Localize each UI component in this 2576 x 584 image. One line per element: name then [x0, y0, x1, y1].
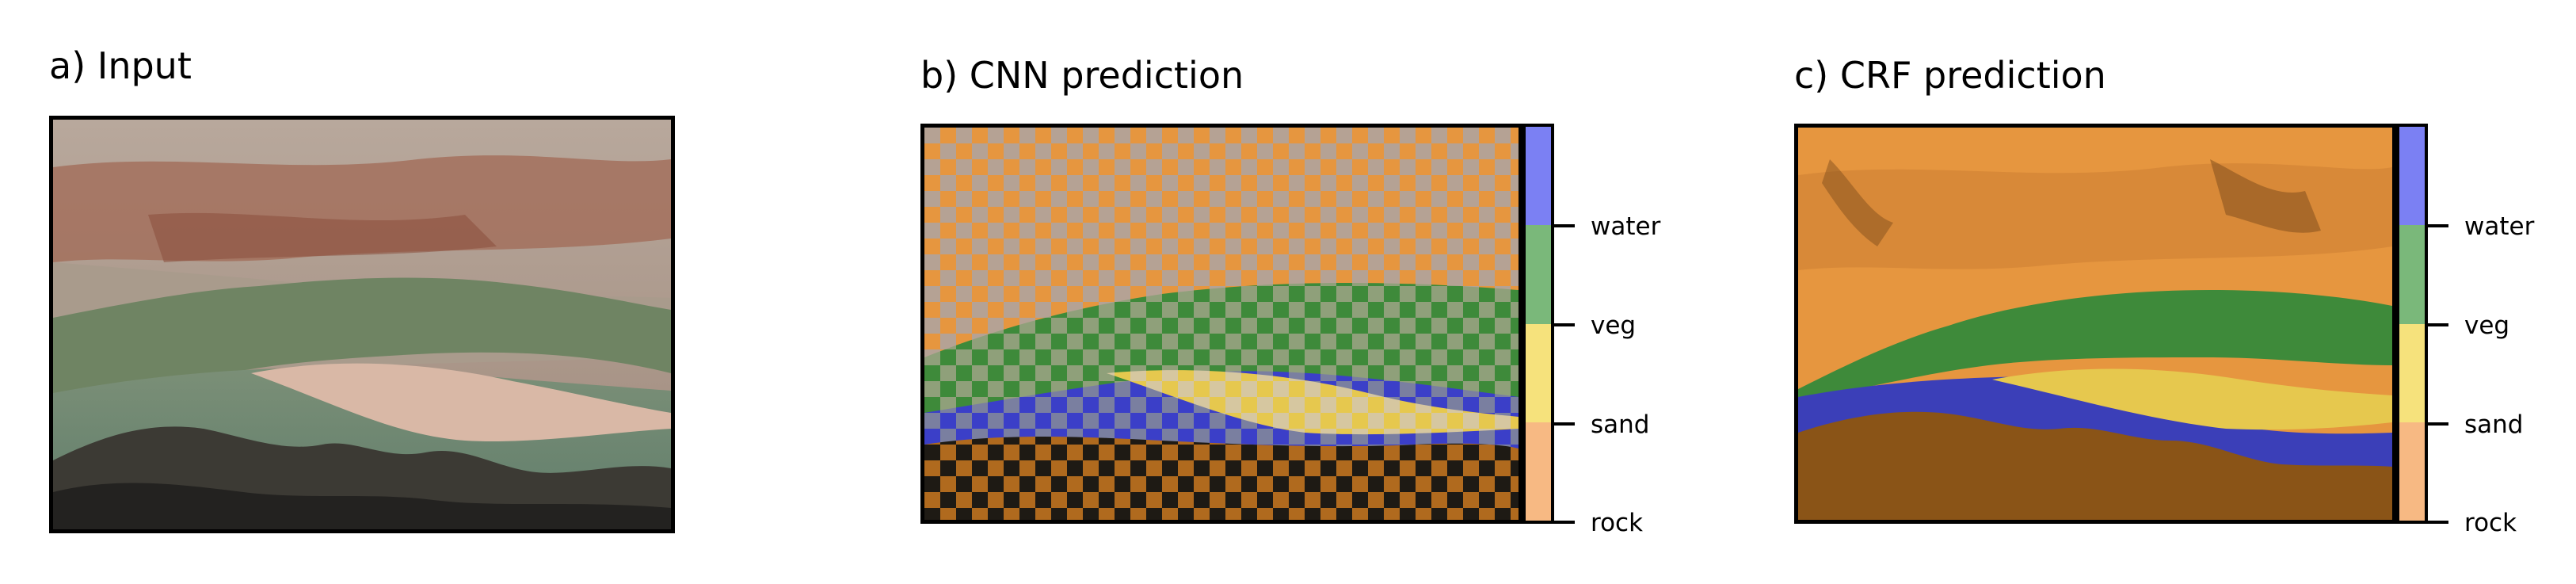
crf-tick-water [2428, 224, 2448, 227]
crf-overlay [1798, 128, 2392, 520]
panel-c-title: c) CRF prediction [1794, 54, 2106, 97]
crf-colorbar-rock [2399, 422, 2425, 521]
cnn-tick-sand [1554, 422, 1575, 426]
crf-tick-sand [2428, 422, 2448, 426]
cnn-colorbar-sand [1526, 323, 1551, 422]
crf-tick-veg [2428, 323, 2448, 326]
cnn-label-veg: veg [1591, 311, 1637, 340]
cnn-prediction-image [920, 124, 1522, 524]
crf-label-veg: veg [2464, 311, 2510, 340]
panel-a-title: a) Input [49, 44, 192, 87]
crf-colorbar [2396, 124, 2428, 524]
cnn-colorbar-veg [1526, 225, 1551, 324]
crf-colorbar-sand [2399, 323, 2425, 422]
panel-b-title: b) CNN prediction [920, 54, 1244, 97]
cnn-tick-water [1554, 224, 1575, 227]
cnn-label-water: water [1591, 212, 1661, 241]
input-image [49, 116, 675, 533]
crf-colorbar-water [2399, 127, 2425, 226]
cnn-colorbar-rock [1526, 422, 1551, 521]
input-photo [53, 120, 671, 529]
crf-prediction-image [1794, 124, 2396, 524]
cnn-label-sand: sand [1591, 410, 1650, 439]
cnn-label-rock: rock [1591, 509, 1644, 537]
cnn-tick-veg [1554, 323, 1575, 326]
cnn-overlay [924, 128, 1519, 520]
crf-label-sand: sand [2464, 410, 2524, 439]
crf-label-rock: rock [2464, 509, 2517, 537]
crf-colorbar-veg [2399, 225, 2425, 324]
cnn-colorbar-water [1526, 127, 1551, 226]
cnn-tick-rock [1554, 521, 1575, 524]
crf-label-water: water [2464, 212, 2535, 241]
cnn-colorbar [1522, 124, 1554, 524]
crf-tick-rock [2428, 521, 2448, 524]
